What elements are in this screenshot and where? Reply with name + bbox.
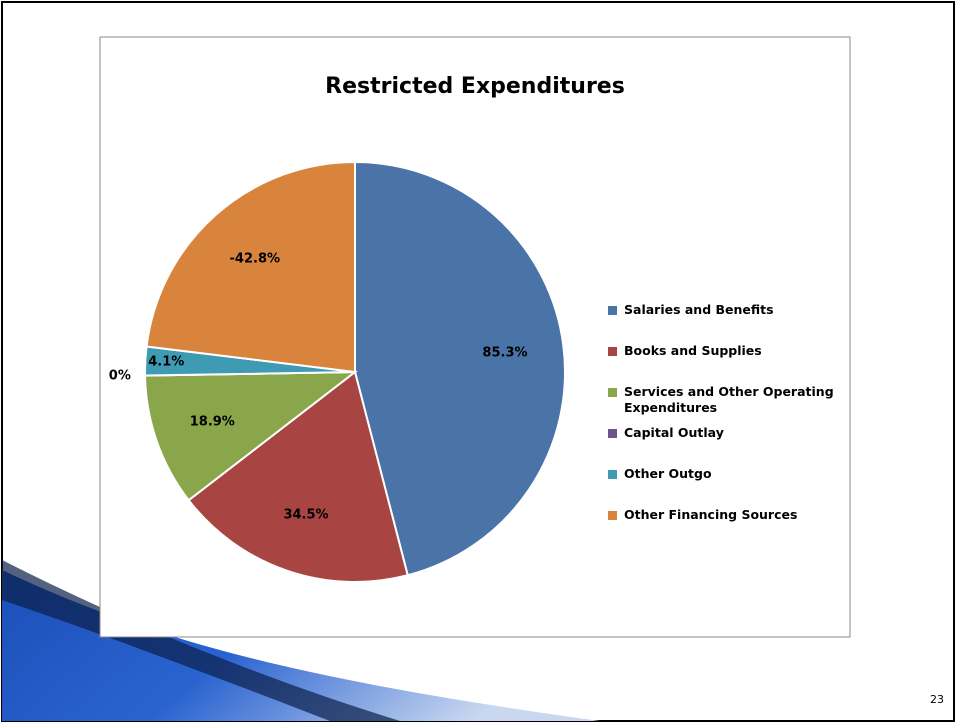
legend-swatch <box>608 306 617 315</box>
pie-slice <box>187 370 409 583</box>
legend-item: Capital Outlay <box>608 425 843 466</box>
legend-label: Other Financing Sources <box>624 507 798 522</box>
decoration-swoosh <box>2 570 600 721</box>
legend-item: Books and Supplies <box>608 343 843 384</box>
data-label: -42.8% <box>230 251 281 266</box>
legend-label: Salaries and Benefits <box>624 302 774 317</box>
pie-slice <box>145 160 356 374</box>
page-number: 23 <box>930 693 944 706</box>
chart-title: Restricted Expenditures <box>325 74 625 99</box>
legend-label: Services and Other Operating Expenditure… <box>624 384 834 415</box>
legend-item: Salaries and Benefits <box>608 302 843 343</box>
legend-swatch <box>608 511 617 520</box>
data-label: 85.3% <box>482 345 527 360</box>
legend-label: Capital Outlay <box>624 425 724 440</box>
legend-item: Other Outgo <box>608 466 843 507</box>
data-label: 4.1% <box>148 355 184 370</box>
pie-slice <box>144 370 359 502</box>
legend-item: Other Financing Sources <box>608 507 843 548</box>
data-label: 18.9% <box>190 414 235 429</box>
legend-swatch <box>608 388 617 397</box>
pie-slice <box>354 160 566 577</box>
data-label: 0% <box>109 368 131 383</box>
legend-swatch <box>608 470 617 479</box>
legend-item: Services and Other Operating Expenditure… <box>608 384 843 425</box>
legend-label: Books and Supplies <box>624 343 762 358</box>
legend: Salaries and Benefits Books and Supplies S… <box>608 302 843 548</box>
legend-label: Other Outgo <box>624 466 712 481</box>
data-label: 34.5% <box>283 508 328 523</box>
legend-swatch <box>608 429 617 438</box>
legend-swatch <box>608 347 617 356</box>
